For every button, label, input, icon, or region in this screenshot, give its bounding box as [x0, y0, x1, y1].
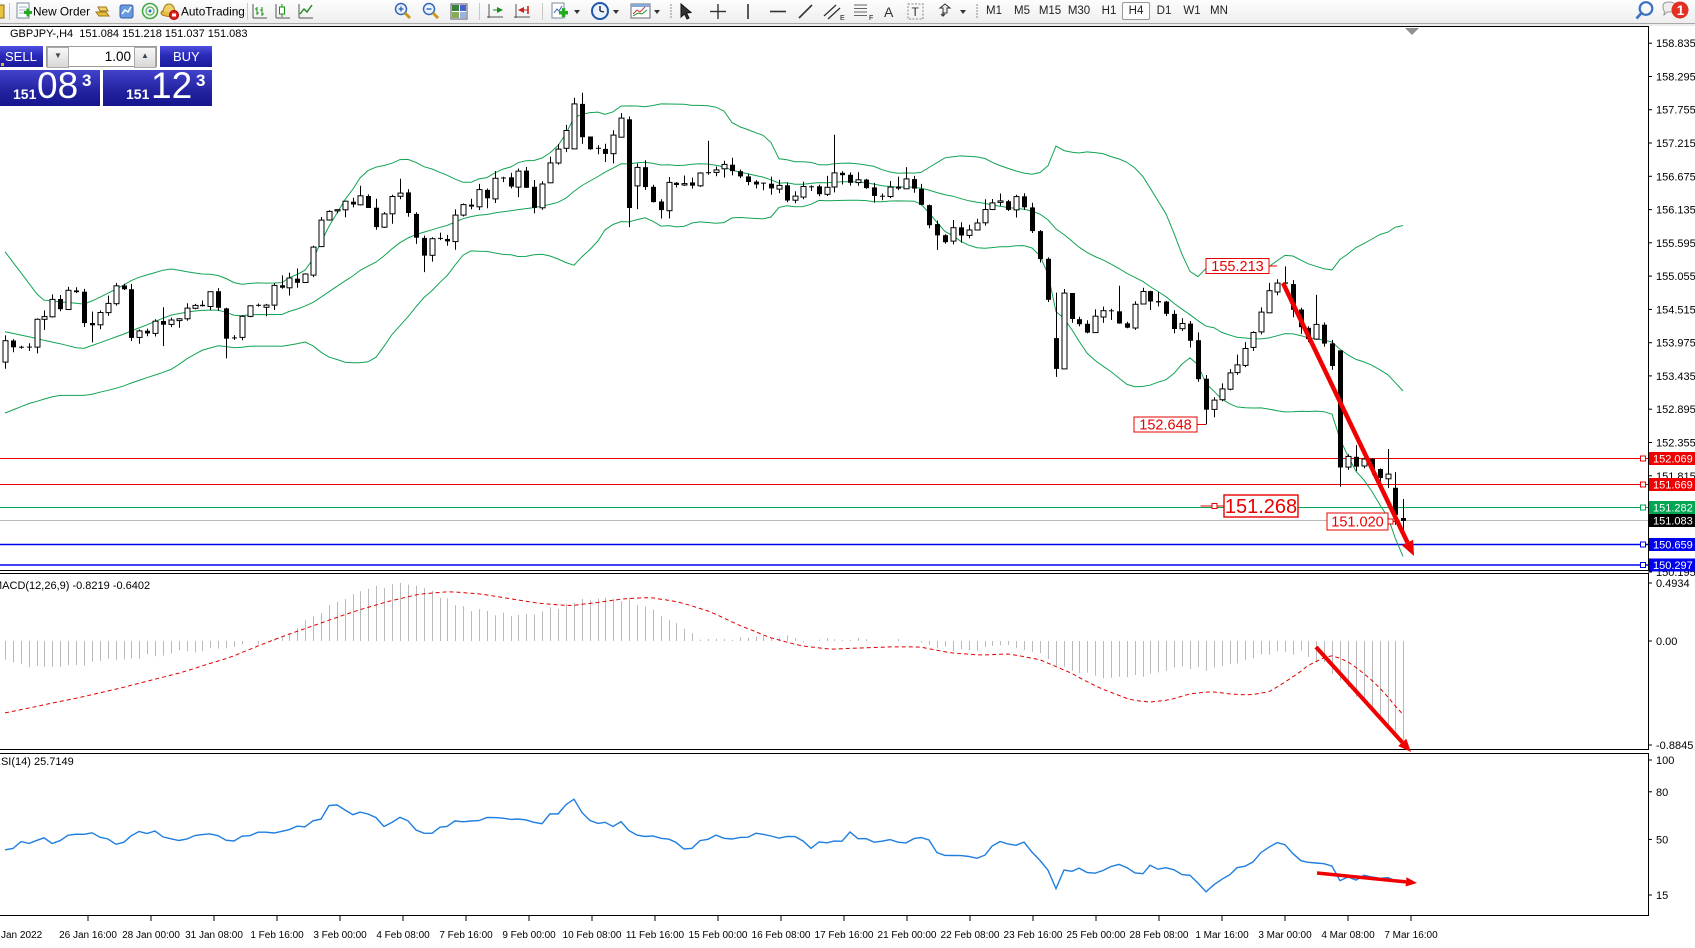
svg-text:31 Jan 08:00: 31 Jan 08:00: [185, 930, 243, 941]
svg-text:28 Jan 00:00: 28 Jan 00:00: [122, 930, 180, 941]
svg-text:7 Mar 16:00: 7 Mar 16:00: [1384, 930, 1438, 941]
svg-text:154.515: 154.515: [1656, 304, 1695, 316]
svg-text:50: 50: [1656, 834, 1668, 846]
svg-text:1 Mar 16:00: 1 Mar 16:00: [1195, 930, 1249, 941]
svg-text:0.4934: 0.4934: [1656, 578, 1690, 590]
svg-text:155.055: 155.055: [1656, 271, 1695, 283]
svg-text:151.669: 151.669: [1653, 480, 1693, 492]
svg-text:25 Feb 00:00: 25 Feb 00:00: [1067, 930, 1126, 941]
svg-text:152.648: 152.648: [1139, 418, 1191, 434]
svg-text:A: A: [884, 4, 894, 20]
svg-text:Jan 2022: Jan 2022: [1, 930, 43, 941]
svg-text:150.659: 150.659: [1653, 540, 1693, 552]
svg-text:-0.8845: -0.8845: [1656, 740, 1693, 752]
svg-text:152.069: 152.069: [1653, 454, 1693, 466]
svg-text:F: F: [869, 15, 873, 22]
svg-text:9 Feb 00:00: 9 Feb 00:00: [502, 930, 556, 941]
svg-text:AutoTrading: AutoTrading: [181, 5, 245, 19]
svg-text:0.00: 0.00: [1656, 636, 1677, 648]
svg-text:1 Feb 16:00: 1 Feb 16:00: [250, 930, 304, 941]
svg-text:1: 1: [1677, 3, 1685, 18]
svg-text:151.268: 151.268: [1225, 496, 1297, 518]
svg-text:MACD(12,26,9) -0.8219 -0.6402: MACD(12,26,9) -0.8219 -0.6402: [0, 580, 150, 592]
svg-text:80: 80: [1656, 787, 1668, 799]
svg-text:T: T: [912, 5, 920, 19]
svg-text:RSI(14) 25.7149: RSI(14) 25.7149: [0, 756, 74, 768]
svg-text:151.020: 151.020: [1331, 515, 1383, 531]
svg-text:155.595: 155.595: [1656, 238, 1695, 250]
svg-text:156.135: 156.135: [1656, 205, 1695, 217]
svg-text:11 Feb 16:00: 11 Feb 16:00: [626, 930, 685, 941]
svg-text:26 Jan 16:00: 26 Jan 16:00: [59, 930, 117, 941]
svg-text:7 Feb 16:00: 7 Feb 16:00: [439, 930, 493, 941]
svg-text:23 Feb 16:00: 23 Feb 16:00: [1004, 930, 1063, 941]
svg-text:E: E: [840, 15, 845, 22]
svg-text:158.295: 158.295: [1656, 72, 1695, 84]
svg-text:4 Feb 08:00: 4 Feb 08:00: [376, 930, 430, 941]
svg-text:151.282: 151.282: [1653, 503, 1693, 515]
svg-text:GBPJPY-,H4 151.084 151.218 15: GBPJPY-,H4 151.084 151.218 151.037 151.0…: [10, 28, 248, 40]
svg-text:16 Feb 08:00: 16 Feb 08:00: [752, 930, 811, 941]
svg-text:15: 15: [1656, 890, 1668, 902]
svg-text:157.755: 157.755: [1656, 105, 1695, 117]
svg-text:158.835: 158.835: [1656, 38, 1695, 50]
svg-text:153.435: 153.435: [1656, 371, 1695, 383]
svg-text:21 Feb 00:00: 21 Feb 00:00: [878, 930, 937, 941]
svg-text:3 Mar 00:00: 3 Mar 00:00: [1258, 930, 1312, 941]
svg-text:156.675: 156.675: [1656, 171, 1695, 183]
svg-text:10 Feb 08:00: 10 Feb 08:00: [563, 930, 622, 941]
svg-text:22 Feb 08:00: 22 Feb 08:00: [941, 930, 1000, 941]
svg-text:151.083: 151.083: [1653, 516, 1693, 528]
svg-text:152.895: 152.895: [1656, 404, 1695, 416]
svg-text:150.297: 150.297: [1653, 560, 1693, 572]
svg-text:157.215: 157.215: [1656, 138, 1695, 150]
svg-text:152.355: 152.355: [1656, 438, 1695, 450]
svg-text:155.213: 155.213: [1211, 259, 1263, 275]
svg-text:153.975: 153.975: [1656, 338, 1695, 350]
svg-text:17 Feb 16:00: 17 Feb 16:00: [815, 930, 874, 941]
svg-text:15 Feb 00:00: 15 Feb 00:00: [689, 930, 748, 941]
svg-text:New Order: New Order: [33, 5, 90, 19]
svg-text:28 Feb 08:00: 28 Feb 08:00: [1130, 930, 1189, 941]
svg-text:100: 100: [1656, 755, 1674, 767]
svg-text:3 Feb 00:00: 3 Feb 00:00: [313, 930, 367, 941]
svg-text:4 Mar 08:00: 4 Mar 08:00: [1321, 930, 1375, 941]
